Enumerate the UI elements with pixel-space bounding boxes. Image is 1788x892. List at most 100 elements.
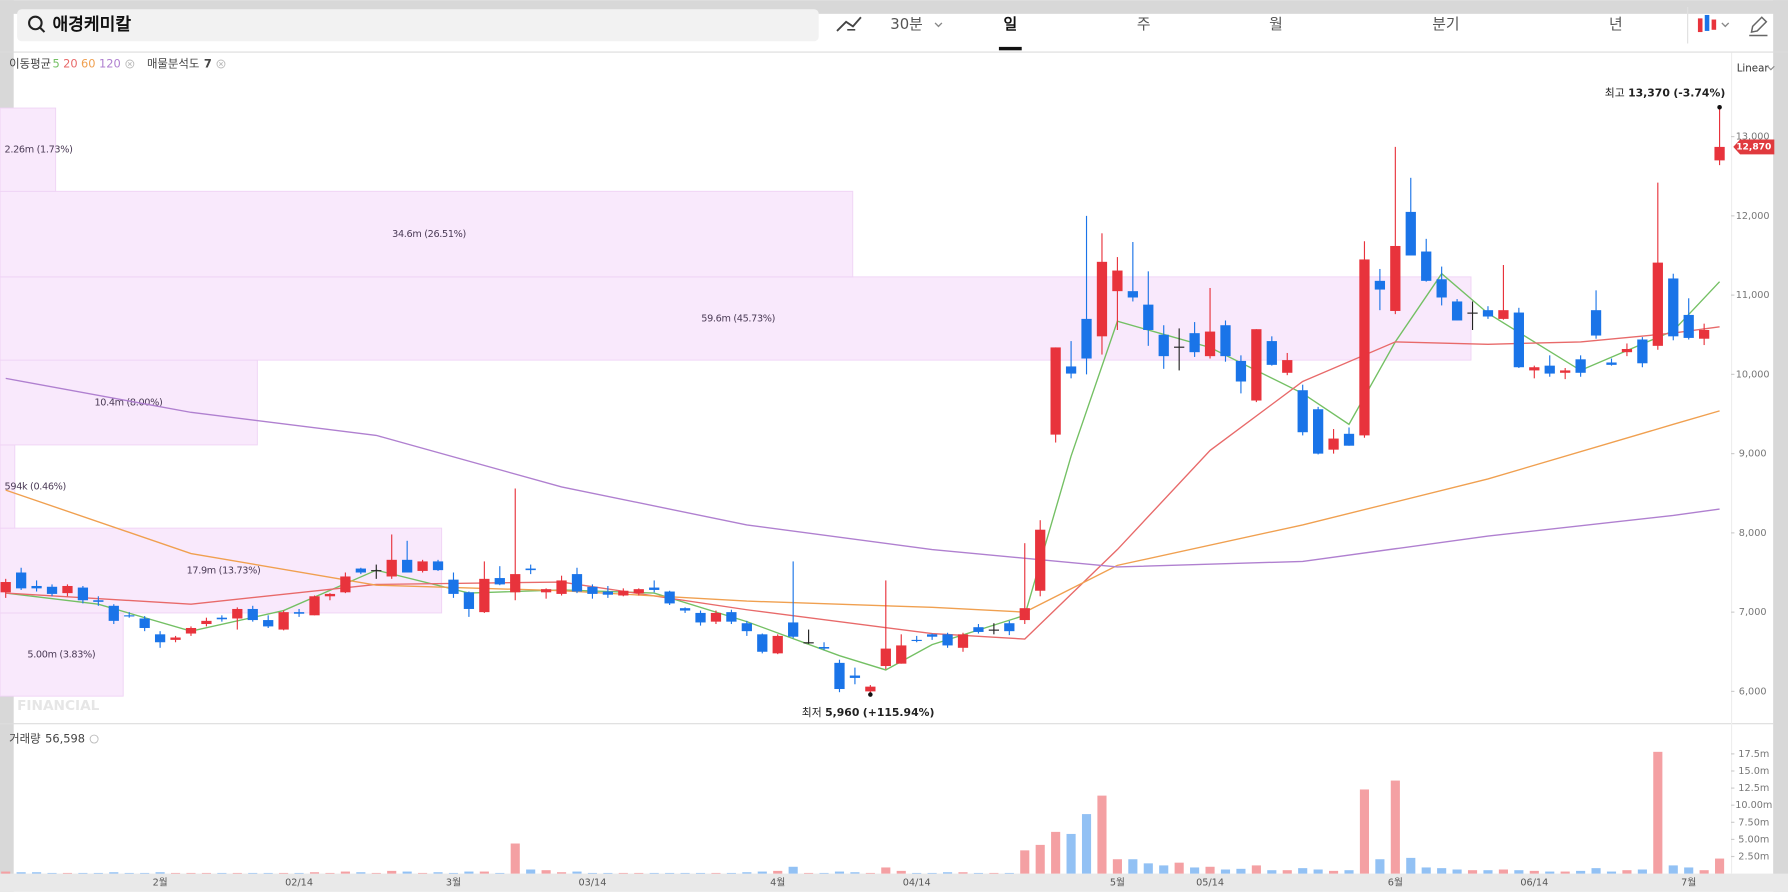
x-axis-strip (0, 873, 1788, 892)
legend-close[interactable] (89, 734, 99, 744)
x-tick-label: 02/14 (285, 878, 313, 889)
candle-body (1699, 329, 1710, 339)
interval-chevron (934, 22, 943, 28)
ma-line (5, 377, 1720, 568)
volume-bars (1, 751, 1725, 874)
candle-body (309, 596, 320, 616)
volume-bar (711, 872, 721, 874)
volume-tick-label: 7.50m (1738, 817, 1769, 828)
candle-body (726, 612, 737, 622)
candle-body (62, 585, 73, 594)
volume-tick-label: 2.50m (1738, 852, 1769, 863)
legend-close-x (218, 61, 224, 67)
indicator-icon[interactable] (836, 16, 862, 32)
candle-body (741, 623, 752, 632)
low-note-dot (868, 692, 873, 697)
volume-bar (217, 872, 227, 874)
volume-bar (1467, 870, 1478, 874)
volume-bar (556, 872, 567, 874)
y-tick-label: 13,000 (1736, 132, 1770, 143)
volume-bar (495, 872, 505, 874)
interval-tab[interactable]: 월 (1269, 16, 1283, 33)
frame-right (1773, 0, 1788, 892)
volume-bar (1282, 870, 1292, 874)
volume-bar (248, 872, 258, 874)
watermark: FINANCIAL (17, 698, 100, 714)
interval-tab[interactable]: 년 (1609, 16, 1623, 33)
volume-bar (479, 871, 489, 874)
candle-body (1035, 529, 1046, 591)
search-icon (28, 15, 43, 31)
candle-body (1467, 312, 1478, 314)
volume-bar (263, 872, 273, 874)
candle-body (1127, 291, 1138, 298)
volume-bar (186, 872, 196, 874)
legend-close[interactable] (125, 59, 135, 69)
note-label: 13,370 (1628, 87, 1670, 100)
icon-candle (1704, 14, 1710, 31)
candle-body (988, 629, 1000, 631)
search-box[interactable] (17, 9, 819, 42)
search-text[interactable]: 애경케미칼 (52, 14, 131, 35)
volume-bar (1576, 870, 1586, 874)
candle-body (973, 627, 984, 632)
candle-body (402, 559, 413, 573)
legend-close[interactable] (216, 59, 226, 69)
profile-bar (0, 612, 124, 697)
profile-label: 10.4m (8.00%) (94, 398, 162, 409)
volume-bar (773, 870, 783, 874)
icon-candle (1697, 18, 1703, 33)
volume-bar (1498, 869, 1508, 874)
scale-button[interactable]: Linear (1737, 63, 1770, 75)
candle-body (494, 578, 505, 585)
profile-label: 34.6m (26.51%) (392, 229, 466, 240)
profile-bar (0, 107, 57, 192)
volume-title: 거래량 (9, 732, 41, 746)
volume-bar (958, 872, 968, 874)
x-tick-label: 03/14 (578, 878, 606, 889)
volume-tick-label: 5.00m (1738, 834, 1769, 845)
candle-body (1096, 261, 1108, 337)
volume-bar (1174, 862, 1184, 874)
icon-chevron (1721, 22, 1730, 28)
candle-body (232, 608, 243, 619)
candle-body (1590, 310, 1602, 336)
volume-bar (140, 872, 150, 874)
candle-body (324, 593, 336, 597)
volume-profile: 5.00m (3.83%) 17.9m (13.73%) 594k (0.46%) 1… (0, 107, 1472, 697)
interval-tab[interactable]: 일 (1003, 16, 1017, 33)
chart-type-icon[interactable] (1697, 14, 1730, 33)
candle-body (1575, 359, 1586, 373)
volume-bar (1004, 872, 1014, 874)
interval-tab[interactable]: 분기 (1432, 16, 1459, 33)
y-tick-label: 8,000 (1739, 528, 1767, 539)
candle-body (1204, 331, 1216, 357)
toolbar: 애경케미칼 (0, 6, 1788, 53)
candle-body (247, 608, 258, 621)
candle-body (1282, 360, 1293, 373)
volume-bar (1313, 869, 1323, 874)
volume-bar (340, 871, 350, 874)
note-label: 5,960 (825, 706, 860, 719)
candle-body (633, 589, 644, 594)
volume-bar (1066, 833, 1076, 874)
candle-body (803, 642, 814, 644)
candle-body (0, 582, 11, 593)
candle-body (1560, 370, 1571, 373)
interval-tab[interactable]: 주 (1137, 16, 1151, 33)
volume-bar (448, 872, 459, 874)
interval-tab[interactable]: 30분 (890, 16, 922, 33)
candle-body (1421, 251, 1432, 281)
volume-bar (943, 872, 953, 874)
ma-line (5, 326, 1720, 640)
volume-bar (1653, 751, 1663, 874)
volume-bar (1514, 870, 1524, 874)
search-icon-handle (39, 26, 46, 33)
candle-body (170, 637, 181, 640)
candle-body (571, 574, 583, 592)
volume-bar (1112, 859, 1122, 874)
draw-icon[interactable] (1749, 16, 1768, 37)
candle-body (1343, 433, 1355, 446)
candle-body (540, 589, 552, 593)
candle-body (463, 592, 475, 609)
